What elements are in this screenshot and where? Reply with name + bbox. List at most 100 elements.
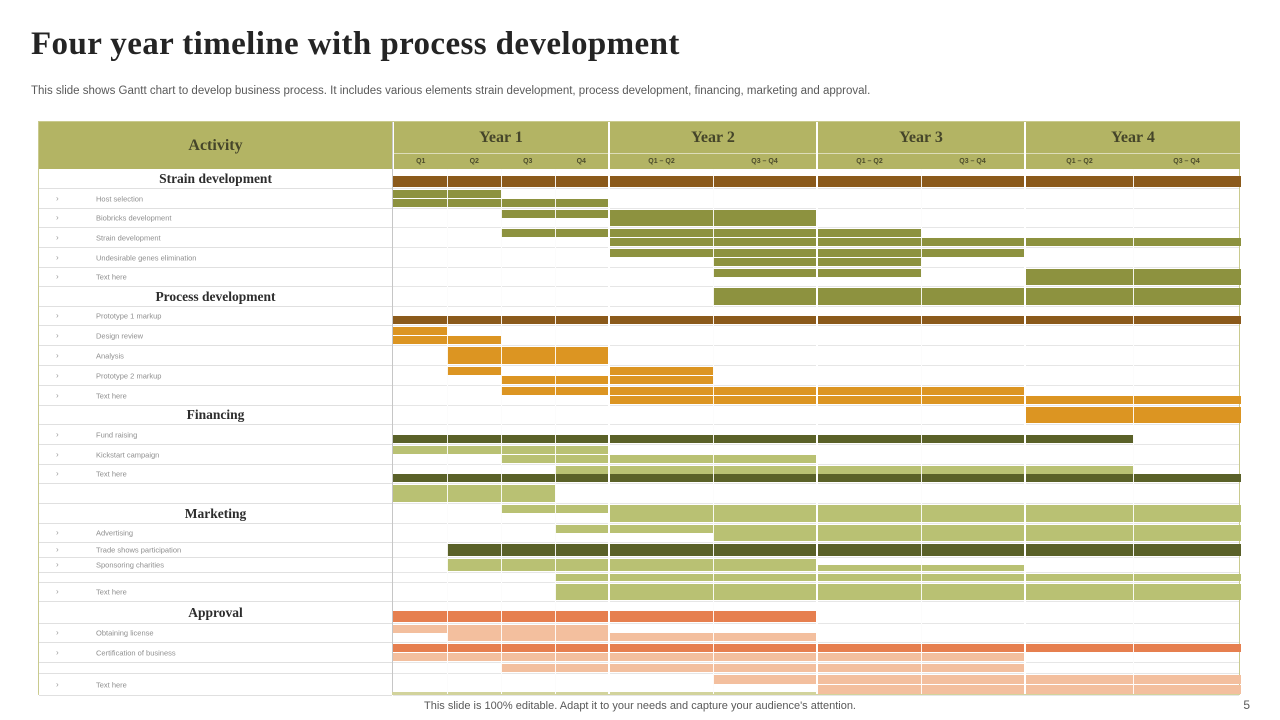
gantt-bar [713, 675, 1241, 684]
page-title: Four year timeline with process developm… [31, 26, 680, 62]
task-label-row: › Kickstart campaign [39, 445, 392, 465]
gantt-bar [447, 565, 1025, 571]
gantt-row [393, 674, 1241, 696]
chevron-right-icon: › [56, 647, 59, 657]
year-label: Year 3 [818, 122, 1024, 154]
quarter-row: Q1 Q2 Q3 Q4 [394, 154, 608, 169]
year-label: Year 4 [1026, 122, 1240, 154]
quarter-label: Q3 – Q4 [1173, 158, 1200, 165]
task-label: Kickstart campaign [96, 450, 160, 459]
section-label-row: Approval [39, 602, 392, 624]
task-label-row: › Text here [39, 674, 392, 696]
chevron-right-icon: › [56, 330, 59, 340]
page-number: 5 [1243, 698, 1250, 712]
year-header-2: Year 2 Q1 – Q2 Q3 – Q4 [610, 122, 816, 169]
task-label-row: › Sponsoring charities [39, 558, 392, 573]
chevron-right-icon: › [56, 679, 59, 689]
task-label: Certification of business [96, 648, 176, 657]
section-title: Financing [186, 407, 245, 422]
task-label-row: › Text here [39, 583, 392, 602]
chevron-right-icon: › [56, 587, 59, 597]
year-label: Year 1 [394, 122, 608, 154]
task-label-row: › Text here [39, 465, 392, 484]
chevron-right-icon: › [56, 213, 59, 223]
quarter-row: Q1 – Q2 Q3 – Q4 [818, 154, 1024, 169]
chevron-right-icon: › [56, 232, 59, 242]
task-label: Biobricks development [96, 213, 172, 223]
chevron-right-icon: › [56, 429, 59, 439]
task-label: Analysis [96, 351, 124, 360]
task-label: Sponsoring charities [96, 560, 164, 570]
task-label-row: › Fund raising [39, 425, 392, 445]
chevron-right-icon: › [56, 469, 59, 479]
quarter-label: Q3 – Q4 [959, 158, 986, 165]
task-label-row: › Obtaining license [39, 624, 392, 643]
gantt-bar [555, 466, 1133, 474]
gantt-bar [447, 559, 817, 565]
task-label: Advertising [96, 528, 134, 538]
gantt-bar [609, 367, 713, 375]
gantt-bar [609, 396, 1241, 404]
gantt-bar [501, 664, 1025, 672]
gantt-bar [501, 455, 817, 463]
gantt-bar [393, 485, 555, 502]
year-header-1: Year 1 Q1 Q2 Q3 Q4 [394, 122, 608, 169]
column-separator [555, 169, 556, 694]
year-separator [816, 169, 818, 694]
task-label: Host selection [96, 194, 144, 203]
chevron-right-icon: › [56, 252, 59, 262]
task-label: Prototype 1 markup [96, 311, 162, 321]
column-separator [921, 169, 922, 694]
task-label: Strain development [96, 233, 161, 242]
task-label-row [39, 663, 392, 674]
task-label-row [39, 484, 392, 504]
quarter-label: Q2 [469, 158, 479, 165]
task-label-row: › Text here [39, 386, 392, 406]
task-label: Obtaining license [96, 628, 154, 638]
gantt-bar [555, 525, 1241, 533]
chevron-right-icon: › [56, 370, 59, 380]
task-label-row: › Analysis [39, 346, 392, 366]
task-label-row: › Prototype 2 markup [39, 366, 392, 386]
column-separator [501, 169, 502, 694]
gantt-bar [501, 210, 817, 218]
quarter-label: Q3 – Q4 [751, 158, 778, 165]
chevron-right-icon: › [56, 449, 59, 459]
task-label: Fund raising [96, 430, 138, 439]
quarter-label: Q1 – Q2 [1066, 158, 1093, 165]
gantt-header: Activity Year 1 Q1 Q2 Q3 Q4 Year 2 Q1 – Q2 Q3 –… [39, 122, 1240, 169]
section-title: Strain development [159, 170, 272, 186]
task-label-row: › Advertising [39, 524, 392, 543]
year-header-4: Year 4 Q1 – Q2 Q3 – Q4 [1026, 122, 1240, 169]
gantt-bar [609, 238, 1241, 246]
task-label: Text here [96, 680, 127, 689]
gantt-bar [713, 533, 1241, 541]
chevron-right-icon: › [56, 350, 59, 360]
gantt-bar [555, 584, 1241, 600]
chevron-right-icon: › [56, 545, 59, 555]
gantt-bar [393, 611, 817, 622]
quarter-label: Q1 – Q2 [856, 158, 883, 165]
task-label: Design review [96, 331, 144, 340]
section-title: Approval [188, 604, 243, 620]
year-separator [608, 169, 610, 694]
chevron-right-icon: › [56, 528, 59, 538]
year-header-3: Year 3 Q1 – Q2 Q3 – Q4 [818, 122, 1024, 169]
task-label: Trade shows participation [96, 545, 182, 555]
gantt-bar [447, 544, 1241, 556]
gantt-bar [447, 633, 817, 641]
chevron-right-icon: › [56, 560, 59, 570]
quarter-label: Q3 [523, 158, 533, 165]
gantt-bar [609, 511, 1241, 522]
gantt-bar [393, 435, 1133, 443]
task-label-row: › Design review [39, 326, 392, 346]
task-label-row: › Certification of business [39, 643, 392, 663]
activity-column-header: Activity [39, 122, 392, 169]
section-label-row: Strain development [39, 169, 392, 189]
year-label: Year 2 [610, 122, 816, 154]
task-label-row: › Strain development [39, 228, 392, 248]
gantt-bar [501, 376, 713, 384]
gantt-table: Activity Year 1 Q1 Q2 Q3 Q4 Year 2 Q1 – Q2 Q3 –… [38, 121, 1241, 696]
gantt-bar [447, 347, 609, 364]
